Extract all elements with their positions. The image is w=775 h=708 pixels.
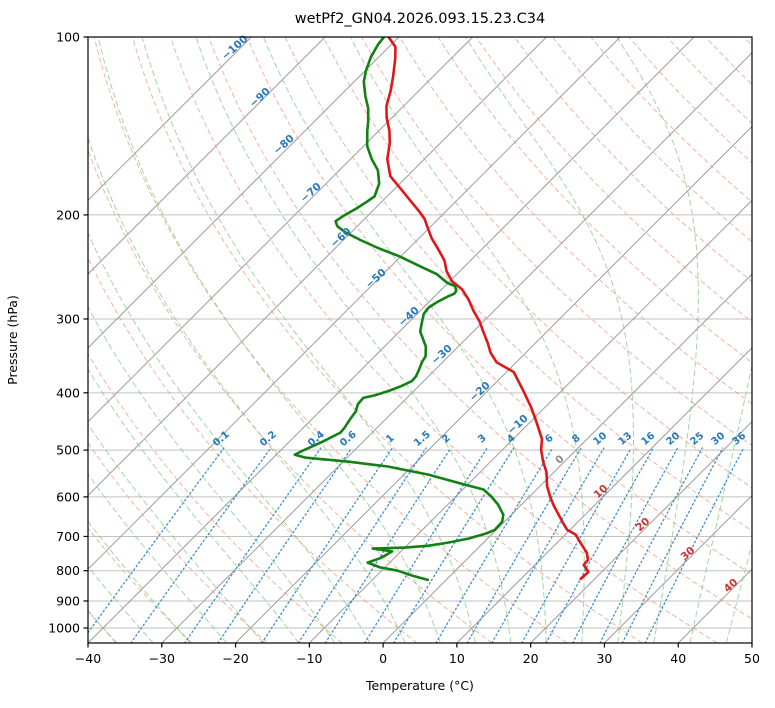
dry-adiabat-lines [88, 37, 752, 643]
isotherm-label: 0 [553, 453, 566, 467]
mixing-ratio-label: 0.1 [211, 429, 232, 449]
mixing-ratio-label: 6 [543, 433, 555, 446]
y-tick-label: 300 [56, 311, 80, 326]
x-tick-label: 20 [523, 651, 539, 666]
mixing-ratio-label: 30 [710, 430, 728, 447]
x-tick-label: 30 [596, 651, 612, 666]
isotherm-label: 30 [679, 544, 698, 563]
moist-adiabat-lines [88, 37, 752, 643]
isotherm-label: 20 [634, 515, 653, 534]
x-tick-label: 10 [449, 651, 465, 666]
y-tick-label: 700 [56, 529, 80, 544]
x-axis-label: Temperature (°C) [365, 678, 474, 693]
temperature-curve [385, 37, 590, 581]
mixing-ratio-label: 3 [476, 433, 488, 446]
isotherm-label: 10 [592, 482, 611, 501]
mixing-ratio-label: 8 [570, 433, 582, 446]
y-axis-label: Pressure (hPa) [5, 295, 20, 385]
y-tick-labels: 100 200 300 400 500 600 700 800 900 1000 [48, 30, 88, 636]
mixing-ratio-label: 36 [731, 430, 749, 447]
x-tick-label: −40 [75, 651, 101, 666]
y-tick-label: 800 [56, 563, 80, 578]
y-tick-label: 600 [56, 489, 80, 504]
isobar-gridlines [88, 37, 752, 629]
isotherm-label: −50 [363, 266, 388, 291]
y-tick-label: 1000 [48, 621, 80, 636]
isotherm-label: −90 [247, 85, 272, 110]
x-tick-label: −10 [296, 651, 322, 666]
mixing-ratio-label: 1.5 [412, 429, 433, 449]
x-tick-label: 50 [744, 651, 760, 666]
isotherm-label: −70 [298, 180, 323, 205]
mixing-ratio-label: 10 [592, 430, 610, 447]
mixing-ratio-label: 25 [689, 430, 707, 447]
chart-title: wetPf2_GN04.2026.093.15.23.C34 [295, 11, 545, 27]
mixing-ratio-label: 0.2 [258, 429, 279, 449]
x-tick-labels: −40 −30 −20 −10 0 10 20 30 40 50 [75, 643, 760, 666]
y-tick-label: 500 [56, 443, 80, 458]
plot-border [87, 36, 753, 644]
x-tick-label: 40 [670, 651, 686, 666]
mixing-ratio-label: 2 [440, 433, 452, 446]
mixing-ratio-label: 1 [384, 433, 396, 446]
isotherm-label: −60 [328, 225, 353, 250]
x-tick-label: −30 [149, 651, 175, 666]
x-tick-label: −20 [222, 651, 248, 666]
x-tick-label: 0 [379, 651, 387, 666]
isotherm-label: −40 [396, 304, 421, 329]
isotherm-label: −20 [467, 379, 492, 404]
isotherm-label: 40 [722, 576, 741, 595]
dewpoint-curve [293, 37, 505, 582]
y-tick-label: 900 [56, 593, 80, 608]
y-tick-label: 400 [56, 385, 80, 400]
isotherm-lines [88, 37, 752, 643]
y-tick-label: 200 [56, 207, 80, 222]
isotherm-label: −80 [271, 132, 296, 157]
y-tick-label: 100 [56, 30, 80, 45]
